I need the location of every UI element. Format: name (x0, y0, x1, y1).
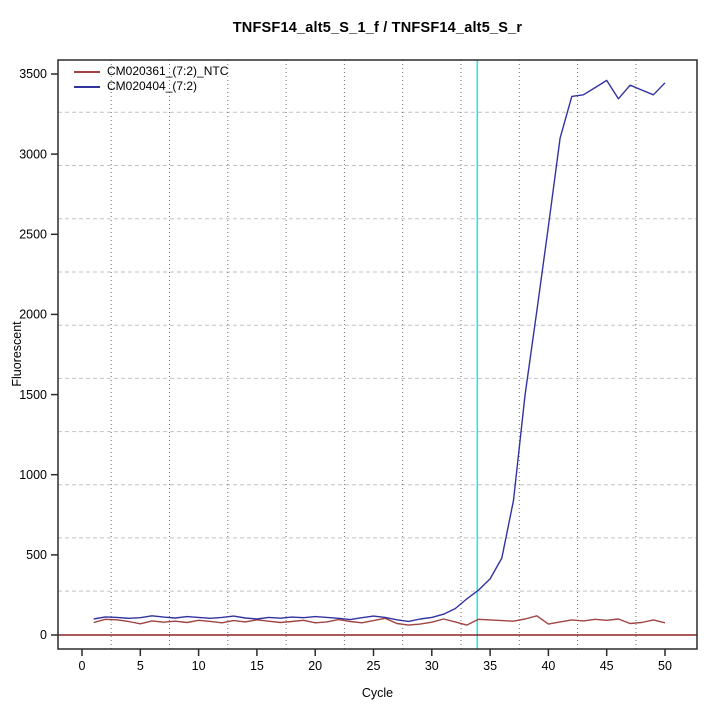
plot-frame (57, 59, 698, 650)
x-tick-label: 10 (192, 659, 206, 673)
x-tick-label: 15 (250, 659, 264, 673)
y-tick-label: 1500 (19, 388, 47, 402)
x-tick-label: 5 (137, 659, 144, 673)
x-axis-title: Cycle (361, 686, 394, 700)
series-line-1 (93, 79, 666, 623)
y-axis-title: Fluorescent (10, 321, 24, 387)
legend-entry-ntc: CM020361_(7:2)_NTC (74, 64, 228, 79)
legend-line-swatch-red (74, 70, 100, 73)
legend-label-ntc: CM020361_(7:2)_NTC (107, 64, 229, 78)
x-tick-label: 30 (425, 659, 439, 673)
y-tick-label: 2000 (19, 308, 47, 322)
x-tick-label: 50 (658, 659, 672, 673)
chart-title: TNFSF14_alt5_S_1_f / TNFSF14_alt5_S_r (232, 20, 523, 36)
plot-border (57, 59, 698, 650)
y-tick-label: 3000 (19, 147, 47, 161)
series-lines (93, 79, 666, 626)
x-tick-label: 35 (483, 659, 497, 673)
legend-entry-sample: CM020404_(7:2) (74, 79, 228, 94)
axis-ticks (51, 73, 666, 656)
y-tick-label: 1000 (19, 468, 47, 482)
y-tick-label: 3500 (19, 67, 47, 81)
y-tick-label: 2500 (19, 228, 47, 242)
legend-line-swatch-blue (74, 85, 100, 88)
x-tick-label: 0 (79, 659, 86, 673)
axis-tick-labels: 0 5 10 15 20 25 30 35 40 45 5005001000150020002500… (19, 67, 672, 673)
x-tick-label: 20 (308, 659, 322, 673)
y-tick-label: 500 (26, 548, 47, 562)
series-line-0 (93, 615, 666, 626)
horizontal-gridlines (58, 111, 697, 592)
legend: CM020361_(7:2)_NTC CM020404_(7:2) (74, 64, 228, 94)
x-tick-label: 40 (541, 659, 555, 673)
legend-label-sample: CM020404_(7:2) (107, 79, 198, 93)
y-tick-label: 0 (40, 628, 47, 642)
x-tick-label: 45 (600, 659, 614, 673)
vertical-gridlines (110, 60, 637, 649)
x-tick-label: 25 (367, 659, 381, 673)
